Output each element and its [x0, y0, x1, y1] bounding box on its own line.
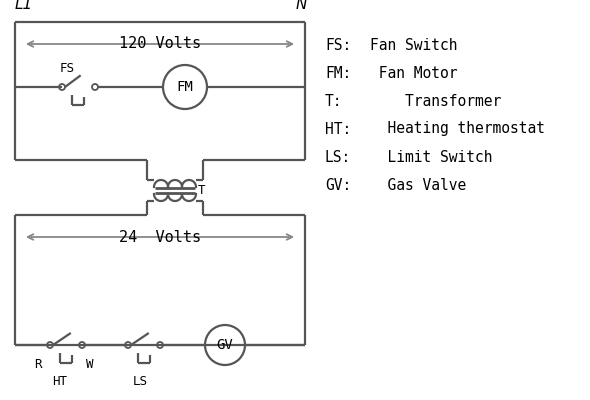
- Text: W: W: [86, 358, 94, 371]
- Text: R: R: [34, 358, 42, 371]
- Text: N: N: [296, 0, 307, 12]
- Text: GV:: GV:: [325, 178, 351, 192]
- Text: L1: L1: [15, 0, 33, 12]
- Text: FS:: FS:: [325, 38, 351, 52]
- Text: FS: FS: [60, 62, 75, 76]
- Text: Fan Switch: Fan Switch: [370, 38, 457, 52]
- Text: HT: HT: [53, 375, 67, 388]
- Text: Gas Valve: Gas Valve: [370, 178, 466, 192]
- Text: 24  Volts: 24 Volts: [119, 230, 201, 244]
- Text: Limit Switch: Limit Switch: [370, 150, 493, 164]
- Text: Fan Motor: Fan Motor: [370, 66, 457, 80]
- Text: FM:: FM:: [325, 66, 351, 80]
- Text: GV: GV: [217, 338, 234, 352]
- Text: HT:: HT:: [325, 122, 351, 136]
- Text: FM: FM: [176, 80, 194, 94]
- Text: Transformer: Transformer: [370, 94, 502, 108]
- Text: T: T: [198, 184, 205, 197]
- Text: LS: LS: [133, 375, 148, 388]
- Text: LS:: LS:: [325, 150, 351, 164]
- Text: T:: T:: [325, 94, 343, 108]
- Text: 120 Volts: 120 Volts: [119, 36, 201, 52]
- Text: Heating thermostat: Heating thermostat: [370, 122, 545, 136]
